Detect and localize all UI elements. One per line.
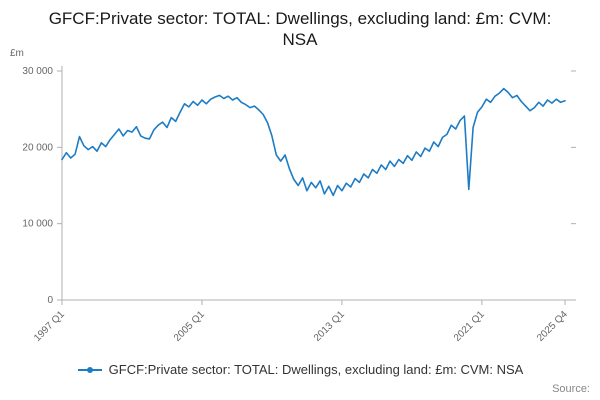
y-tick-label: 0 bbox=[47, 295, 53, 306]
x-tick-label: 2025 Q4 bbox=[535, 309, 570, 344]
legend-label: GFCF:Private sector: TOTAL: Dwellings, e… bbox=[108, 362, 524, 377]
x-tick-label: 1997 Q1 bbox=[32, 309, 67, 344]
y-tick-label: 30 000 bbox=[22, 66, 53, 77]
chart-title: GFCF:Private sector: TOTAL: Dwellings, e… bbox=[48, 9, 552, 50]
legend-item[interactable]: GFCF:Private sector: TOTAL: Dwellings, e… bbox=[0, 362, 600, 377]
y-tick-label: 20 000 bbox=[22, 142, 53, 153]
x-tick-label: 2021 Q1 bbox=[452, 309, 487, 344]
series-line bbox=[61, 87, 566, 197]
source-label: Source: bbox=[552, 383, 590, 395]
x-tick-label: 2005 Q1 bbox=[172, 309, 207, 344]
y-axis-unit-label: £m bbox=[10, 48, 24, 59]
legend-line-marker bbox=[77, 366, 102, 373]
y-tick-label: 10 000 bbox=[22, 219, 53, 230]
x-tick-label: 2013 Q1 bbox=[312, 309, 347, 344]
